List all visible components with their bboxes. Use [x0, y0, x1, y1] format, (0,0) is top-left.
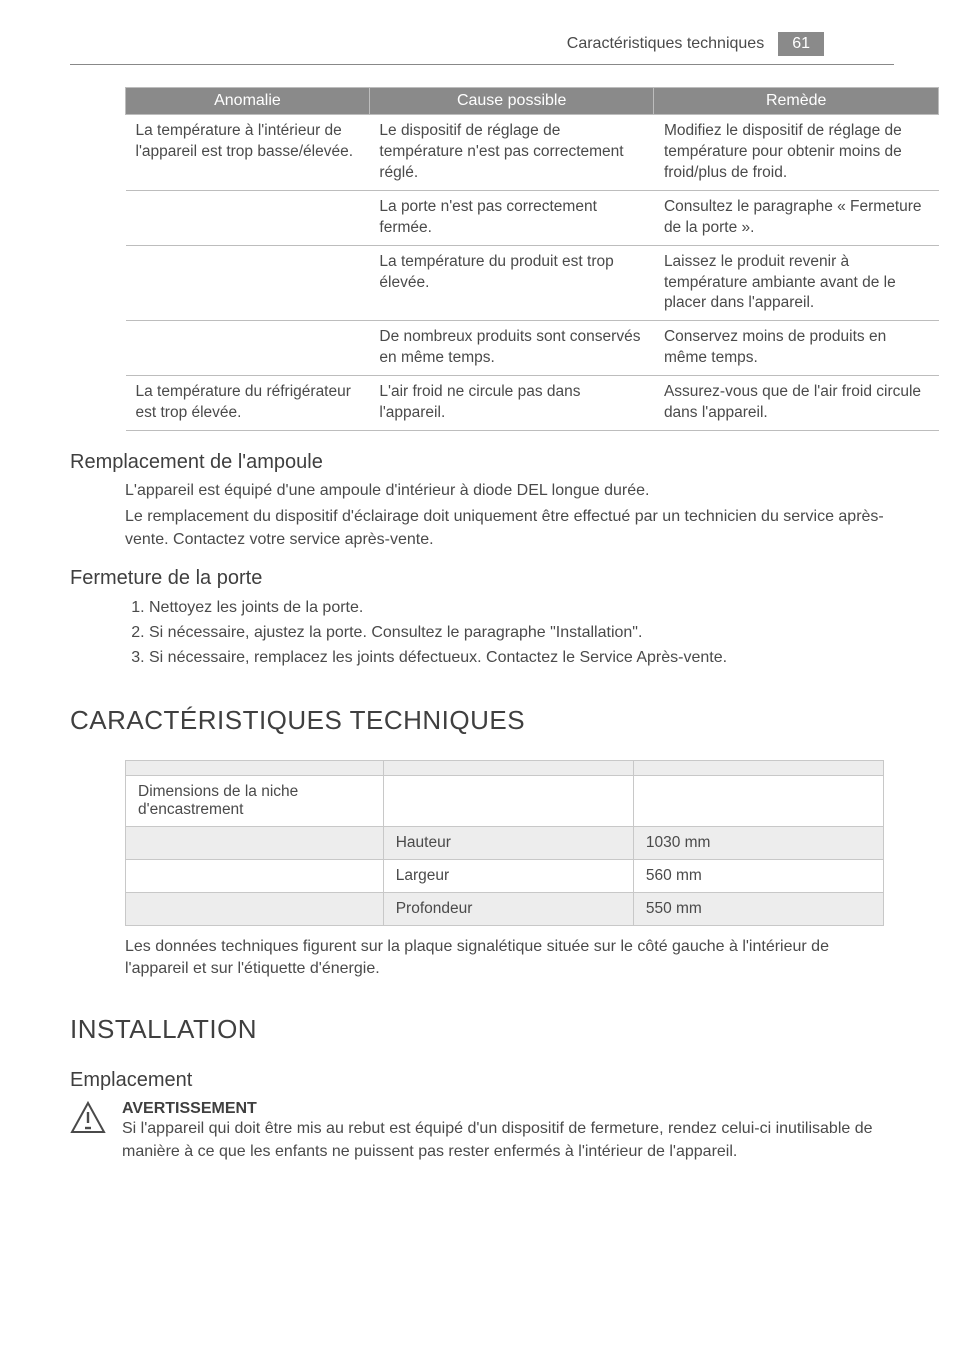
- cell-cause: La porte n'est pas correctement fermée.: [369, 190, 654, 245]
- cell-anomaly: La température à l'intérieur de l'appare…: [126, 115, 370, 191]
- table-header-row: Anomalie Cause possible Remède: [126, 88, 939, 115]
- cell: [126, 826, 384, 859]
- col-anomaly: Anomalie: [126, 88, 370, 115]
- cell: [633, 775, 883, 826]
- lamp-heading: Remplacement de l'ampoule: [70, 451, 884, 474]
- spec-value: 550 mm: [633, 892, 883, 925]
- spec-name: Largeur: [383, 859, 633, 892]
- table-row: Profondeur 550 mm: [126, 892, 884, 925]
- cell-cause: Le dispositif de réglage de température …: [369, 115, 654, 191]
- table-row: Largeur 560 mm: [126, 859, 884, 892]
- spec-name: Profondeur: [383, 892, 633, 925]
- cell-cause: La température du produit est trop élevé…: [369, 245, 654, 321]
- cell-remedy: Conservez moins de produits en même temp…: [654, 321, 939, 376]
- cell: [126, 892, 384, 925]
- troubleshoot-table: Anomalie Cause possible Remède La tempér…: [125, 87, 939, 431]
- door-heading: Fermeture de la porte: [70, 567, 884, 590]
- install-sub-heading: Emplacement: [70, 1069, 884, 1092]
- cell-anomaly: La température du réfrigérateur est trop…: [126, 376, 370, 431]
- cell-cause: De nombreux produits sont conservés en m…: [369, 321, 654, 376]
- table-row: La porte n'est pas correctement fermée. …: [126, 190, 939, 245]
- warning-body: Si l'appareil qui doit être mis au rebut…: [122, 1118, 884, 1163]
- page-content: Anomalie Cause possible Remède La tempér…: [0, 87, 954, 1223]
- cell-remedy: Assurez-vous que de l'air froid circule …: [654, 376, 939, 431]
- table-row: Hauteur 1030 mm: [126, 826, 884, 859]
- list-item: Si nécessaire, remplacez les joints défe…: [149, 646, 884, 671]
- cell: [633, 760, 883, 775]
- warning-block: AVERTISSEMENT Si l'appareil qui doit êtr…: [70, 1100, 884, 1163]
- specs-heading: CARACTÉRISTIQUES TECHNIQUES: [70, 705, 884, 736]
- door-steps: Nettoyez les joints de la porte. Si néce…: [125, 596, 884, 670]
- specs-note: Les données techniques figurent sur la p…: [125, 936, 884, 981]
- header-section-title: Caractéristiques techniques: [567, 35, 764, 53]
- cell-anomaly: [126, 321, 370, 376]
- table-row: [126, 760, 884, 775]
- cell-remedy: Modifiez le dispositif de réglage de tem…: [654, 115, 939, 191]
- col-remedy: Remède: [654, 88, 939, 115]
- specs-dim-label: Dimensions de la niche d'encastrement: [126, 775, 384, 826]
- cell: [383, 760, 633, 775]
- page-header: Caractéristiques techniques 61: [70, 0, 894, 65]
- cell-anomaly: [126, 190, 370, 245]
- cell-cause: L'air froid ne circule pas dans l'appare…: [369, 376, 654, 431]
- cell-remedy: Consultez le paragraphe « Fermeture de l…: [654, 190, 939, 245]
- list-item: Si nécessaire, ajustez la porte. Consult…: [149, 621, 884, 646]
- warning-title: AVERTISSEMENT: [122, 1100, 884, 1118]
- table-row: Dimensions de la niche d'encastrement: [126, 775, 884, 826]
- spec-value: 560 mm: [633, 859, 883, 892]
- table-row: La température à l'intérieur de l'appare…: [126, 115, 939, 191]
- spec-value: 1030 mm: [633, 826, 883, 859]
- cell-anomaly: [126, 245, 370, 321]
- cell-remedy: Laissez le produit revenir à température…: [654, 245, 939, 321]
- table-row: La température du produit est trop élevé…: [126, 245, 939, 321]
- col-cause: Cause possible: [369, 88, 654, 115]
- install-heading: INSTALLATION: [70, 1014, 884, 1045]
- lamp-p1: L'appareil est équipé d'une ampoule d'in…: [125, 480, 884, 502]
- lamp-p2: Le remplacement du dispositif d'éclairag…: [125, 506, 884, 551]
- table-row: De nombreux produits sont conservés en m…: [126, 321, 939, 376]
- page-number: 61: [778, 32, 824, 56]
- list-item: Nettoyez les joints de la porte.: [149, 596, 884, 621]
- spec-name: Hauteur: [383, 826, 633, 859]
- cell: [126, 859, 384, 892]
- specs-table: Dimensions de la niche d'encastrement Ha…: [125, 760, 884, 926]
- table-row: La température du réfrigérateur est trop…: [126, 376, 939, 431]
- warning-icon: [70, 1100, 106, 1163]
- cell: [126, 760, 384, 775]
- cell: [383, 775, 633, 826]
